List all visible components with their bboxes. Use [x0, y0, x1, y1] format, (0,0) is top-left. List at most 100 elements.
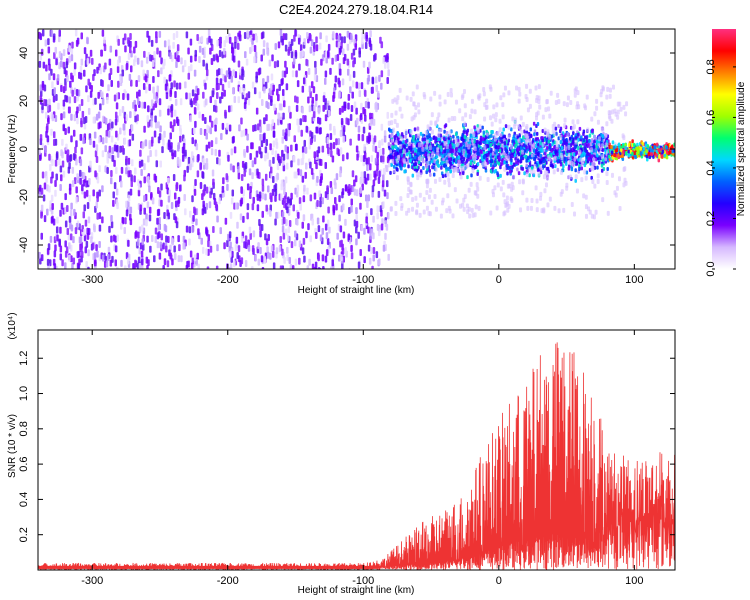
spectrogram-cell — [166, 177, 170, 185]
spectrogram-cell — [462, 206, 466, 212]
spectrogram-cell — [409, 182, 413, 188]
spectrogram-cell — [419, 156, 423, 162]
spectrogram-cell — [447, 117, 451, 123]
spectrogram-cell — [315, 93, 318, 101]
spectrogram-cell — [486, 176, 490, 182]
spectrogram-cell — [565, 137, 568, 142]
spectrogram-cell — [43, 182, 47, 190]
spectrogram-cell — [169, 121, 173, 129]
spectrogram-cell — [406, 192, 410, 198]
spectrogram-cell — [576, 90, 580, 96]
spectrogram-cell — [391, 158, 395, 164]
spectrogram-cell — [321, 254, 325, 262]
spectrogram-cell — [518, 91, 522, 97]
spectrogram-cell — [418, 212, 422, 218]
spectrogram-cell — [64, 207, 67, 215]
spectrogram-cell — [349, 138, 352, 146]
spectrogram-cell — [645, 154, 649, 159]
spectrogram-cell — [534, 143, 538, 148]
spectrogram-cell — [226, 233, 230, 241]
spectrogram-cell — [379, 148, 383, 156]
spectrogram-cell — [304, 171, 307, 179]
spectrogram-cell — [130, 79, 133, 87]
spectrogram-cell — [590, 175, 593, 180]
spectrogram-cell — [493, 169, 496, 174]
spectrogram-cell — [104, 62, 107, 70]
spectrogram-cell — [242, 87, 246, 95]
spectrogram-cell — [574, 174, 578, 180]
spectrogram-cell — [584, 175, 588, 181]
spectrogram-cell — [387, 127, 391, 132]
spectrogram-cell — [258, 91, 262, 99]
spectrogram-cell — [297, 158, 300, 166]
spectrogram-cell — [327, 109, 331, 117]
spectrogram-cell — [417, 156, 421, 161]
spectrogram-cell — [98, 212, 102, 220]
spectrogram-cell — [75, 88, 79, 96]
spectrogram-cell — [519, 115, 523, 121]
spectrogram-cell — [539, 153, 543, 158]
spectrogram-cell — [541, 129, 545, 134]
spectrogram-cell — [184, 149, 187, 157]
spectrogram-cell — [489, 86, 493, 92]
spectrogram-cell — [476, 126, 480, 132]
spectrogram-cell — [313, 151, 317, 159]
spectrogram-cell — [106, 167, 109, 175]
spectrogram-cell — [319, 234, 323, 242]
spectrogram-cell — [40, 204, 44, 212]
spectrogram-cell — [44, 111, 48, 119]
spectrogram-cell — [430, 129, 434, 135]
spectrogram-cell — [134, 115, 137, 123]
spectrogram-cell — [389, 149, 392, 154]
spectrogram-cell — [345, 117, 348, 125]
spectrogram-cell — [265, 139, 269, 147]
spectrogram-cell — [382, 56, 385, 64]
spectrogram-cell — [341, 262, 344, 269]
spectrogram-cell — [66, 227, 70, 235]
spectrogram-cell — [280, 103, 283, 111]
spectrogram-cell — [346, 30, 350, 38]
spectrogram-cell — [360, 155, 363, 163]
spectrogram-cell — [591, 129, 594, 134]
spectrogram-cell — [515, 85, 519, 91]
spectrogram-cell — [272, 140, 276, 148]
spectrogram-cell — [262, 78, 265, 86]
spectrogram-cell — [313, 266, 317, 269]
spectrogram-cell — [328, 226, 331, 234]
spectrogram-cell — [263, 117, 266, 125]
spectrogram-cell — [491, 113, 495, 119]
spectrogram-cell — [467, 144, 471, 150]
spectrogram-cell — [221, 185, 225, 193]
spectrogram-cell — [462, 165, 466, 171]
spectrogram-cell — [169, 52, 172, 60]
spectrogram-cell — [301, 175, 305, 183]
spectrogram-cell — [304, 115, 307, 123]
spectrogram-cell — [218, 37, 222, 45]
spectrogram-cell — [584, 213, 588, 219]
spectrogram-cell — [104, 117, 108, 125]
spectrogram-cell — [162, 242, 165, 250]
spectrogram-cell — [124, 90, 128, 98]
spectrogram-cell — [176, 118, 180, 126]
spectrogram-cell — [190, 100, 193, 108]
spectrogram-cell — [557, 208, 561, 214]
spectrogram-cell — [333, 128, 336, 136]
spectrogram-cell — [470, 137, 474, 143]
spectrogram-cell — [405, 210, 409, 216]
spectrogram-cell — [215, 265, 219, 269]
spectrogram-cell — [334, 54, 338, 62]
spectrogram-cell — [276, 153, 280, 161]
spectrogram-cell — [232, 87, 235, 95]
spectrogram-cell — [338, 214, 341, 222]
spectrogram-cell — [179, 135, 182, 143]
spectrogram-cell — [548, 145, 552, 150]
spectrogram-cell — [547, 106, 551, 112]
spectrogram-cell — [232, 55, 236, 63]
spectrogram-cell — [476, 186, 480, 192]
spectrogram-cell — [449, 169, 452, 174]
spectrogram-cell — [73, 208, 76, 216]
spectrogram-cell — [336, 232, 339, 240]
spectrogram-cell — [338, 80, 341, 88]
spectrogram-cell — [233, 260, 236, 268]
spectrogram-cell — [69, 80, 72, 88]
